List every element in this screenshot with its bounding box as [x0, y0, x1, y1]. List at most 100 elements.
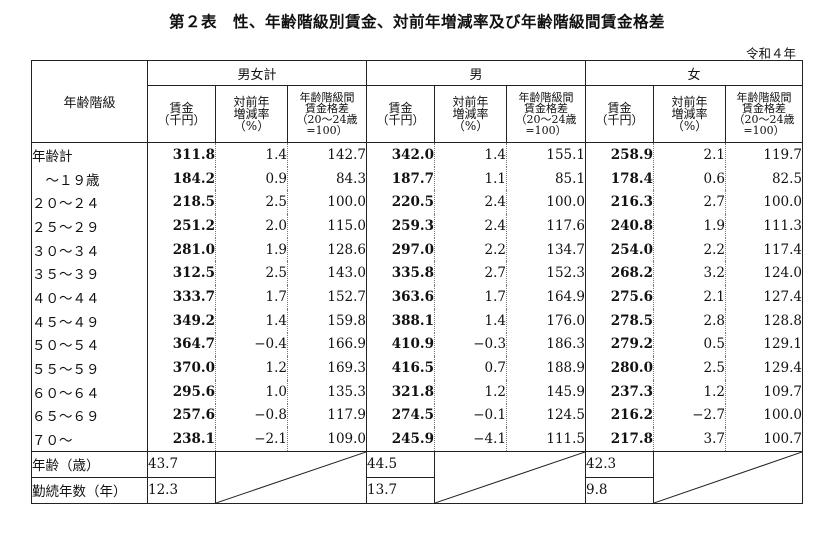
age-gap-header: 年齢階級間 賃金格差 （20～24歳 =100）: [506, 85, 587, 143]
age-class-header: 年齢階級: [31, 60, 148, 143]
header-line: （%）: [671, 119, 708, 133]
yoy-rate-cell: 2.2: [653, 237, 727, 262]
wage-cell: 237.3: [585, 379, 655, 404]
footer-label: 勤続年数（年）: [31, 476, 148, 504]
diagonal-line: [216, 452, 366, 503]
header-line: 年齢階級間: [518, 91, 574, 104]
age-gap-cell: 115.0: [287, 214, 368, 238]
table-row: ７０～ 238.1 −2.1 109.0 245.9 −4.1 111.5 217.8 3.7 1…: [31, 427, 804, 452]
age-class-label: ３０～３４: [31, 237, 148, 262]
age-gap-cell: 127.4: [725, 285, 804, 309]
yoy-rate-cell: 2.1: [653, 141, 727, 167]
yoy-rate-cell: 0.9: [215, 166, 288, 191]
yoy-rate-cell: −2.7: [653, 403, 727, 428]
age-class-label: ４５～４９: [31, 308, 148, 333]
age-class-label: ２０～２４: [31, 190, 148, 215]
header-line: =100）: [525, 124, 567, 137]
empty-diagonal-cell: [214, 450, 368, 504]
empty-diagonal-cell: [653, 450, 804, 504]
wage-cell: 220.5: [366, 190, 436, 215]
yoy-rate-cell: 3.2: [653, 261, 727, 286]
age-gap-cell: 128.8: [725, 308, 804, 333]
yoy-rate-cell: −4.1: [434, 427, 508, 452]
age-gap-cell: 166.9: [287, 332, 368, 357]
wage-cell: 251.2: [147, 214, 216, 238]
yoy-rate-cell: 2.5: [215, 190, 288, 215]
age-gap-header: 年齢階級間 賃金格差 （20～24歳 =100）: [286, 85, 368, 143]
header-line: =100）: [743, 124, 785, 137]
header-line: （千円）: [157, 113, 206, 127]
wage-cell: 274.5: [366, 403, 436, 428]
age-gap-cell: 117.6: [506, 214, 587, 238]
footer-value: 44.5: [366, 450, 436, 478]
wage-cell: 245.9: [366, 427, 436, 452]
age-gap-cell: 124.0: [725, 261, 804, 286]
yoy-rate-cell: −0.1: [434, 403, 508, 428]
age-class-label: 年齢計: [31, 141, 148, 167]
table-row: ４５～４９ 349.2 1.4 159.8 388.1 1.4 176.0 278.5 2.8 1…: [31, 308, 804, 333]
wage-header: 賃金 （千円）: [147, 85, 216, 143]
header-line: 年齢階級間: [736, 91, 792, 104]
table-row: 年齢計 311.8 1.4 142.7 342.0 1.4 155.1 258.9 2.1 119…: [31, 141, 804, 167]
age-class-label: ５０～５４: [31, 332, 148, 357]
age-class-label: ～１９歳: [31, 166, 148, 191]
yoy-rate-cell: 2.1: [653, 285, 727, 309]
yoy-rate-cell: 1.4: [215, 141, 288, 167]
wage-cell: 295.6: [147, 379, 216, 404]
age-class-label: ５５～５９: [31, 356, 148, 380]
age-gap-cell: 145.9: [506, 379, 587, 404]
yoy-rate-cell: 1.9: [653, 214, 727, 238]
footer-row: 年齢（歳） 43.7 44.5 42.3: [31, 450, 804, 504]
age-gap-cell: 111.3: [725, 214, 804, 238]
header-line: 対前年: [452, 95, 489, 109]
age-class-label: ４０～４４: [31, 285, 148, 309]
age-gap-cell: 84.3: [287, 166, 368, 191]
age-gap-cell: 169.3: [287, 356, 368, 380]
header-line: 賃金: [607, 101, 632, 115]
yoy-rate-cell: 0.6: [653, 166, 727, 191]
yoy-rate-cell: −0.4: [215, 332, 288, 357]
wage-cell: 187.7: [366, 166, 436, 191]
age-gap-cell: 100.0: [506, 190, 587, 215]
yoy-rate-header: 対前年 増減率 （%）: [434, 85, 508, 143]
yoy-rate-cell: 2.2: [434, 237, 508, 262]
age-gap-cell: 100.0: [725, 190, 804, 215]
age-gap-cell: 85.1: [506, 166, 587, 191]
age-gap-cell: 129.1: [725, 332, 804, 357]
header-line: 対前年: [233, 95, 270, 109]
wage-cell: 335.8: [366, 261, 436, 286]
wage-cell: 280.0: [585, 356, 655, 380]
yoy-rate-cell: 1.7: [434, 285, 508, 309]
yoy-rate-cell: 2.8: [653, 308, 727, 333]
wage-cell: 278.5: [585, 308, 655, 333]
age-gap-cell: 186.3: [506, 332, 587, 357]
age-gap-cell: 143.0: [287, 261, 368, 286]
age-gap-cell: 119.7: [725, 141, 804, 167]
age-class-label: ７０～: [31, 427, 148, 452]
wage-cell: 217.8: [585, 427, 655, 452]
table-row: ２５～２９ 251.2 2.0 115.0 259.3 2.4 117.6 240.8 1.9 1…: [31, 214, 804, 238]
footer-row: 勤続年数（年） 12.3 13.7 9.8: [31, 476, 803, 504]
wage-cell: 311.8: [147, 141, 216, 167]
age-gap-cell: 100.7: [725, 427, 804, 452]
wage-cell: 178.4: [585, 166, 655, 191]
age-gap-cell: 176.0: [506, 308, 587, 333]
footer-value: 43.7: [147, 450, 216, 478]
header-line: （20～24歳: [733, 113, 795, 126]
yoy-rate-cell: −0.8: [215, 403, 288, 428]
footer-value: 12.3: [147, 476, 216, 504]
yoy-rate-cell: 2.5: [215, 261, 288, 286]
age-gap-cell: 135.3: [287, 379, 368, 404]
header-line: 対前年: [671, 95, 708, 109]
header-line: （20～24歳: [296, 113, 358, 126]
group-header-female: 女: [585, 60, 804, 86]
yoy-rate-cell: −0.3: [434, 332, 508, 357]
wage-cell: 297.0: [366, 237, 436, 262]
header-line: 増減率: [452, 107, 489, 121]
yoy-rate-cell: 1.2: [215, 356, 288, 380]
age-gap-cell: 109.0: [287, 427, 368, 452]
footer-value: 42.3: [585, 450, 655, 478]
wage-cell: 184.2: [147, 166, 216, 191]
wage-cell: 275.6: [585, 285, 655, 309]
era-label: 令和４年: [745, 46, 796, 61]
